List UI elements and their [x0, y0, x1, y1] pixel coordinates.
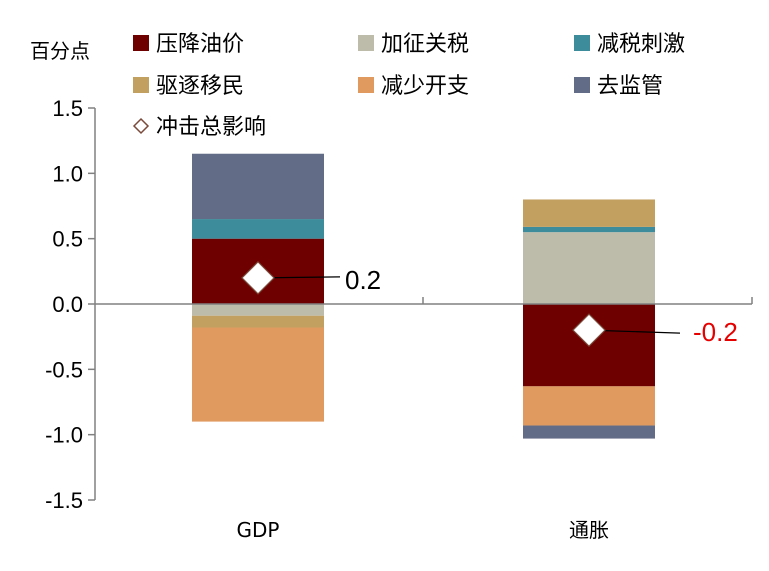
- total-data-label: 0.2: [345, 265, 381, 295]
- legend-label: 冲击总影响: [156, 115, 266, 140]
- y-tick-label: 1.0: [52, 161, 83, 186]
- legend-label: 减税刺激: [597, 32, 685, 57]
- legend-swatch: [574, 35, 590, 51]
- bar-segment: [192, 219, 324, 239]
- y-tick-label: 0.5: [52, 227, 83, 252]
- x-category-label: 通胀: [569, 518, 609, 542]
- bar-segment: [523, 232, 655, 304]
- legend-label: 加征关税: [381, 32, 469, 57]
- bar-segment: [523, 386, 655, 426]
- bar-segment: [192, 327, 324, 422]
- x-category-label: GDP: [237, 518, 280, 542]
- legend-label: 去监管: [597, 74, 663, 99]
- bar-segment: [192, 315, 324, 328]
- legend-label: 减少开支: [381, 74, 469, 99]
- total-data-label: -0.2: [693, 317, 738, 347]
- legend-swatch: [133, 35, 149, 51]
- legend-swatch: [358, 35, 374, 51]
- bar-segment: [192, 153, 324, 220]
- legend-swatch: [133, 77, 149, 93]
- total-diamond-marker: [572, 313, 606, 347]
- y-tick-label: -1.5: [45, 488, 83, 513]
- legend-label: 驱逐移民: [156, 74, 244, 99]
- y-tick-label: -0.5: [45, 357, 83, 382]
- bar-segment: [523, 199, 655, 227]
- y-tick-label: -1.0: [45, 423, 83, 448]
- bar-segment: [523, 425, 655, 439]
- bar-segment: [192, 304, 324, 316]
- y-axis-label: 百分点: [30, 39, 90, 63]
- legend-label: 压降油价: [156, 32, 244, 57]
- y-tick-label: 1.5: [52, 96, 83, 121]
- y-tick-label: 0.0: [52, 292, 83, 317]
- bar-segment: [523, 226, 655, 233]
- legend-swatch: [358, 77, 374, 93]
- legend-diamond-icon: [132, 117, 150, 135]
- total-diamond-marker: [241, 261, 275, 295]
- legend-swatch: [574, 77, 590, 93]
